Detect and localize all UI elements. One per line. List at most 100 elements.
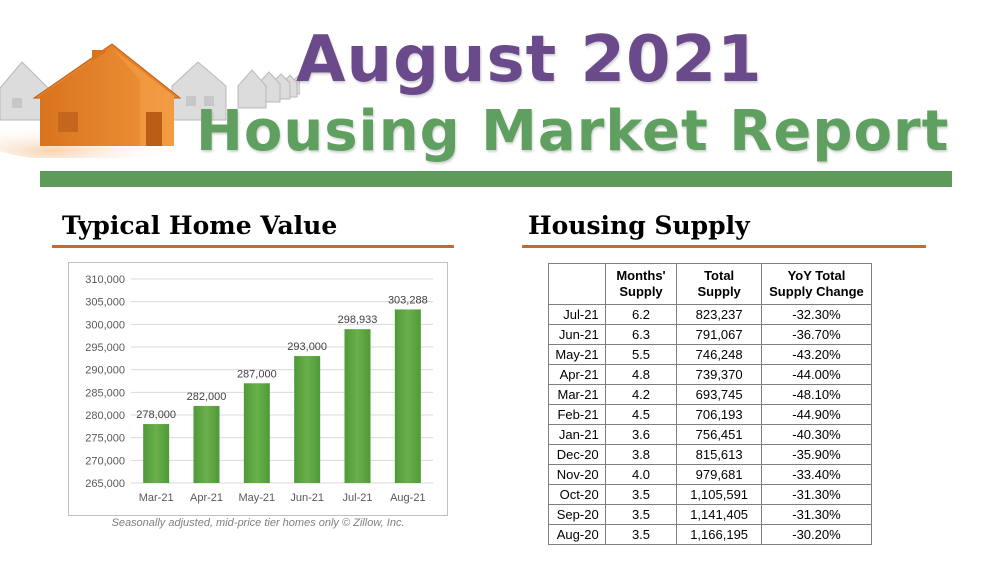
houses-row-illustration bbox=[0, 43, 300, 158]
y-tick-label: 305,000 bbox=[85, 297, 125, 309]
bar bbox=[193, 405, 220, 483]
table-row: Apr-21 4.8 739,370 -44.00% bbox=[548, 364, 873, 385]
cell-total-supply: 739,370 bbox=[676, 364, 762, 385]
table-row: Jan-21 3.6 756,451 -40.30% bbox=[548, 424, 873, 445]
cell-month: Mar-21 bbox=[548, 384, 606, 405]
header-total-supply-line1: Total bbox=[704, 268, 735, 283]
report-title-date: August 2021 bbox=[296, 23, 763, 97]
cell-months-supply: 6.3 bbox=[604, 324, 678, 345]
cell-yoy-change: -31.30% bbox=[760, 504, 873, 525]
cell-month: Apr-21 bbox=[548, 364, 606, 385]
cell-yoy-change: -31.30% bbox=[760, 484, 873, 505]
cell-months-supply: 4.5 bbox=[604, 404, 678, 425]
housing-supply-section-title: Housing Supply bbox=[528, 211, 750, 240]
header-total-supply-line2: Supply bbox=[697, 284, 741, 299]
y-tick-label: 275,000 bbox=[85, 433, 125, 445]
cell-months-supply: 4.8 bbox=[604, 364, 678, 385]
cell-total-supply: 693,745 bbox=[676, 384, 762, 405]
cell-months-supply: 3.5 bbox=[604, 504, 678, 525]
x-tick-label: Jul-21 bbox=[343, 492, 373, 504]
cell-months-supply: 3.6 bbox=[604, 424, 678, 445]
cell-month: Jul-21 bbox=[548, 304, 606, 325]
home-value-section-title: Typical Home Value bbox=[62, 211, 338, 240]
y-tick-label: 270,000 bbox=[85, 455, 125, 467]
table-row: Dec-20 3.8 815,613 -35.90% bbox=[548, 444, 873, 465]
bar bbox=[243, 383, 270, 483]
header-yoy-change: YoY Total Supply Change bbox=[760, 263, 873, 305]
header-month bbox=[548, 263, 606, 305]
data-label: 293,000 bbox=[287, 341, 327, 353]
cell-yoy-change: -40.30% bbox=[760, 424, 873, 445]
cell-months-supply: 3.5 bbox=[604, 484, 678, 505]
cell-yoy-change: -30.20% bbox=[760, 524, 873, 545]
table-row: Mar-21 4.2 693,745 -48.10% bbox=[548, 384, 873, 405]
data-label: 282,000 bbox=[187, 391, 227, 403]
x-tick-label: Apr-21 bbox=[190, 492, 223, 504]
x-tick-label: Aug-21 bbox=[390, 492, 425, 504]
bar bbox=[294, 356, 321, 483]
cell-total-supply: 746,248 bbox=[676, 344, 762, 365]
banner-divider-bar bbox=[40, 171, 952, 187]
y-tick-label: 290,000 bbox=[85, 365, 125, 377]
cell-month: Jun-21 bbox=[548, 324, 606, 345]
cell-month: Sep-20 bbox=[548, 504, 606, 525]
header-months-supply: Months' Supply bbox=[604, 263, 678, 305]
y-tick-label: 280,000 bbox=[85, 410, 125, 422]
cell-total-supply: 1,141,405 bbox=[676, 504, 762, 525]
table-row: Aug-20 3.5 1,166,195 -30.20% bbox=[548, 524, 873, 545]
cell-total-supply: 706,193 bbox=[676, 404, 762, 425]
cell-month: Feb-21 bbox=[548, 404, 606, 425]
cell-yoy-change: -44.90% bbox=[760, 404, 873, 425]
table-header-row: Months' Supply Total Supply YoY Total Su… bbox=[548, 263, 873, 305]
cell-total-supply: 1,166,195 bbox=[676, 524, 762, 545]
cell-month: Dec-20 bbox=[548, 444, 606, 465]
data-label: 303,288 bbox=[388, 294, 428, 306]
cell-yoy-change: -36.70% bbox=[760, 324, 873, 345]
table-row: Oct-20 3.5 1,105,591 -31.30% bbox=[548, 484, 873, 505]
cell-yoy-change: -33.40% bbox=[760, 464, 873, 485]
table-row: Sep-20 3.5 1,141,405 -31.30% bbox=[548, 504, 873, 525]
table-row: Feb-21 4.5 706,193 -44.90% bbox=[548, 404, 873, 425]
home-value-bar-chart: 265,000 270,000 275,000 280,000 285,000 290,0… bbox=[85, 274, 433, 504]
cell-total-supply: 791,067 bbox=[676, 324, 762, 345]
cell-months-supply: 6.2 bbox=[604, 304, 678, 325]
cell-yoy-change: -44.00% bbox=[760, 364, 873, 385]
cell-total-supply: 756,451 bbox=[676, 424, 762, 445]
cell-yoy-change: -48.10% bbox=[760, 384, 873, 405]
cell-yoy-change: -35.90% bbox=[760, 444, 873, 465]
data-label: 298,933 bbox=[338, 314, 378, 326]
table-row: Nov-20 4.0 979,681 -33.40% bbox=[548, 464, 873, 485]
header-yoy-line2: Supply Change bbox=[769, 284, 864, 299]
cell-months-supply: 3.5 bbox=[604, 524, 678, 545]
cell-month: Oct-20 bbox=[548, 484, 606, 505]
cell-yoy-change: -32.30% bbox=[760, 304, 873, 325]
cell-yoy-change: -43.20% bbox=[760, 344, 873, 365]
cell-total-supply: 823,237 bbox=[676, 304, 762, 325]
table-row: Jun-21 6.3 791,067 -36.70% bbox=[548, 324, 873, 345]
y-tick-label: 310,000 bbox=[85, 274, 125, 286]
x-tick-label: May-21 bbox=[238, 492, 275, 504]
report-title: Housing Market Report bbox=[196, 99, 950, 164]
cell-months-supply: 3.8 bbox=[604, 444, 678, 465]
bar bbox=[344, 329, 371, 483]
cell-months-supply: 4.0 bbox=[604, 464, 678, 485]
chart-footnote: Seasonally adjusted, mid-price tier home… bbox=[111, 517, 405, 529]
data-label: 278,000 bbox=[136, 409, 176, 421]
y-tick-label: 300,000 bbox=[85, 319, 125, 331]
bar bbox=[394, 309, 421, 483]
y-tick-label: 295,000 bbox=[85, 342, 125, 354]
bar bbox=[143, 424, 170, 483]
housing-supply-table: Months' Supply Total Supply YoY Total Su… bbox=[548, 263, 873, 545]
table-row: Jul-21 6.2 823,237 -32.30% bbox=[548, 304, 873, 325]
cell-months-supply: 4.2 bbox=[604, 384, 678, 405]
y-tick-label: 285,000 bbox=[85, 387, 125, 399]
cell-total-supply: 979,681 bbox=[676, 464, 762, 485]
header-total-supply: Total Supply bbox=[676, 263, 762, 305]
x-tick-label: Jun-21 bbox=[290, 492, 324, 504]
home-value-chart: 265,000 270,000 275,000 280,000 285,000 290,0… bbox=[68, 262, 448, 516]
header-months-supply-line2: Supply bbox=[619, 284, 663, 299]
home-value-section-rule bbox=[52, 245, 454, 248]
cell-months-supply: 5.5 bbox=[604, 344, 678, 365]
y-tick-label: 265,000 bbox=[85, 478, 125, 490]
cell-month: May-21 bbox=[548, 344, 606, 365]
